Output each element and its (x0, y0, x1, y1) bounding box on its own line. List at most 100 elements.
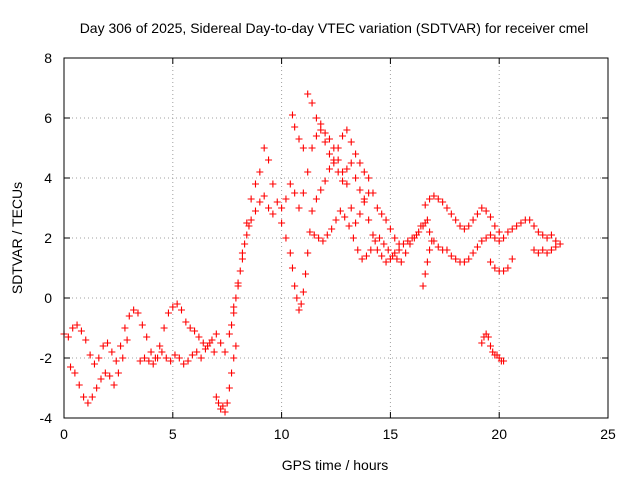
data-point (82, 336, 90, 344)
data-point (434, 195, 442, 203)
data-point (547, 246, 555, 254)
data-point (71, 369, 79, 377)
data-point (384, 246, 392, 254)
data-point (178, 306, 186, 314)
data-point (97, 375, 105, 383)
data-point (110, 381, 118, 389)
data-point (269, 210, 277, 218)
data-point (325, 135, 333, 143)
data-point (241, 240, 249, 248)
data-point (391, 234, 399, 242)
data-point (478, 339, 486, 347)
data-point (321, 129, 329, 137)
data-point (484, 333, 492, 341)
data-point (171, 351, 179, 359)
data-point (495, 228, 503, 236)
data-point (447, 210, 455, 218)
data-point (389, 252, 397, 260)
data-point (175, 354, 183, 362)
data-point (112, 357, 120, 365)
data-point (212, 393, 220, 401)
data-point (221, 408, 229, 416)
y-tick-label: 2 (44, 230, 52, 246)
x-tick-label: 15 (383, 426, 399, 442)
data-point (452, 255, 460, 263)
data-point (465, 255, 473, 263)
data-point (77, 327, 85, 335)
data-point (343, 165, 351, 173)
data-point (552, 237, 560, 245)
data-point (154, 354, 162, 362)
data-point (86, 351, 94, 359)
data-point (278, 204, 286, 212)
data-point (191, 327, 199, 335)
data-point (358, 255, 366, 263)
data-point (286, 249, 294, 257)
data-point (69, 324, 77, 332)
data-point (256, 168, 264, 176)
data-point (349, 234, 357, 242)
data-point (517, 219, 525, 227)
data-point (491, 264, 499, 272)
data-point (158, 348, 166, 356)
data-point (339, 177, 347, 185)
data-point (428, 237, 436, 245)
grid-lines (64, 58, 608, 418)
data-point (419, 282, 427, 290)
data-point (104, 339, 112, 347)
data-point (147, 348, 155, 356)
data-point (214, 399, 222, 407)
data-point (534, 249, 542, 257)
data-point (210, 348, 218, 356)
data-point (95, 354, 103, 362)
data-point (193, 348, 201, 356)
data-point (321, 138, 329, 146)
data-point (308, 99, 316, 107)
data-point (439, 198, 447, 206)
data-point (341, 213, 349, 221)
data-point (395, 246, 403, 254)
data-point (376, 234, 384, 242)
data-point (430, 192, 438, 200)
data-point (134, 309, 142, 317)
data-point (410, 234, 418, 242)
data-point (230, 354, 238, 362)
data-point (508, 225, 516, 233)
x-tick-label: 5 (169, 426, 177, 442)
data-point (67, 363, 75, 371)
data-point (421, 201, 429, 209)
data-point (125, 312, 133, 320)
x-tick-label: 20 (491, 426, 507, 442)
data-point (90, 360, 98, 368)
data-point (380, 240, 388, 248)
data-point (188, 351, 196, 359)
data-point (360, 195, 368, 203)
data-point (306, 228, 314, 236)
data-point (395, 240, 403, 248)
data-point (101, 369, 109, 377)
x-axis-label: GPS time / hours (282, 457, 389, 473)
data-point (426, 246, 434, 254)
data-point (530, 246, 538, 254)
data-point (526, 216, 534, 224)
data-point (443, 204, 451, 212)
data-point (323, 231, 331, 239)
data-point (460, 258, 468, 266)
data-point (491, 234, 499, 242)
data-point (282, 234, 290, 242)
data-point (212, 330, 220, 338)
data-point (308, 144, 316, 152)
data-point (352, 174, 360, 182)
data-point (302, 270, 310, 278)
data-point (373, 204, 381, 212)
data-point (225, 384, 233, 392)
data-point (500, 357, 508, 365)
data-point (164, 309, 172, 317)
data-point (269, 180, 277, 188)
data-point (197, 354, 205, 362)
data-point (373, 246, 381, 254)
data-point (347, 159, 355, 167)
data-point (180, 360, 188, 368)
data-point (265, 204, 273, 212)
data-point (256, 198, 264, 206)
